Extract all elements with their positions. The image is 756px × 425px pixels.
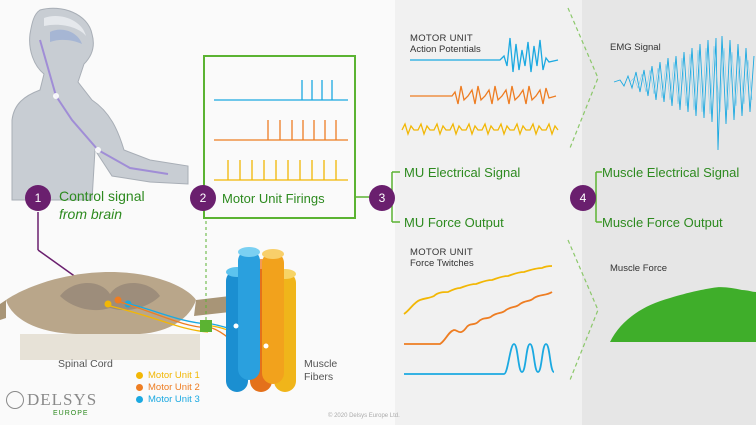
connector-line <box>37 249 81 281</box>
human-figure <box>11 7 189 201</box>
force-twitches-heading-2: Force Twitches <box>410 258 474 269</box>
action-potential-mu1 <box>401 122 559 137</box>
force-twitch-mu1 <box>403 265 553 315</box>
fibers-label: Fibers <box>304 371 334 383</box>
legend-item-mu2: Motor Unit 2 <box>136 381 200 393</box>
force-twitches-heading-1: MOTOR UNIT <box>410 247 473 258</box>
control-signal-label: Control signal <box>59 188 145 204</box>
muscle-force-output-label: Muscle Force Output <box>602 215 723 230</box>
action-potential-mu2 <box>410 85 557 105</box>
legend-dot <box>136 383 143 391</box>
muscle-fibers-illustration <box>226 247 296 392</box>
junction-marker <box>200 320 212 332</box>
muscle-label: Muscle <box>304 358 338 370</box>
firing-train-mu3 <box>214 80 348 101</box>
transition-chevron <box>567 239 599 381</box>
firing-train-mu1 <box>214 160 348 181</box>
action-potentials-heading-2: Action Potentials <box>410 44 481 55</box>
muscle-electrical-signal-label: Muscle Electrical Signal <box>602 165 740 180</box>
mu-force-output-label: MU Force Output <box>404 215 504 230</box>
step-badge-4: 4 <box>570 185 596 211</box>
mu-electrical-signal-label: MU Electrical Signal <box>404 165 521 180</box>
from-brain-label: from brain <box>59 206 123 222</box>
emg-signal-label: EMG Signal <box>610 42 661 53</box>
motor-unit-firings-box <box>203 55 356 219</box>
firing-train-mu2 <box>214 120 348 141</box>
transition-chevron <box>567 7 599 149</box>
force-twitch-mu3 <box>404 343 555 375</box>
legend-item-mu1: Motor Unit 1 <box>136 369 200 381</box>
action-potentials-heading-1: MOTOR UNIT <box>410 33 473 44</box>
logo-mark-icon <box>6 391 24 409</box>
legend-dot <box>136 395 143 403</box>
legend-dot <box>136 371 143 379</box>
step-badge-1: 1 <box>25 185 51 211</box>
copyright-text: © 2020 Delsys Europe Ltd. <box>328 413 400 419</box>
muscle-force-label: Muscle Force <box>610 263 668 274</box>
force-twitch-mu2 <box>404 291 553 345</box>
spinal-cord-label: Spinal Cord <box>58 358 113 370</box>
step-badge-2: 2 <box>190 185 216 211</box>
logo-subtitle: EUROPE <box>53 410 89 417</box>
motor-unit-firings-label: Motor Unit Firings <box>222 191 325 206</box>
spinal-cord-illustration <box>0 272 230 360</box>
step-badge-3: 3 <box>369 185 395 211</box>
signal-panel <box>395 0 582 425</box>
action-potential-mu3 <box>410 37 559 73</box>
legend-item-mu3: Motor Unit 3 <box>136 393 200 405</box>
emg-signal-trace <box>613 35 755 151</box>
motor-unit-legend: Motor Unit 1 Motor Unit 2 Motor Unit 3 <box>136 369 200 405</box>
muscle-force-area <box>610 287 756 342</box>
delsys-logo: DELSYS <box>6 390 97 410</box>
